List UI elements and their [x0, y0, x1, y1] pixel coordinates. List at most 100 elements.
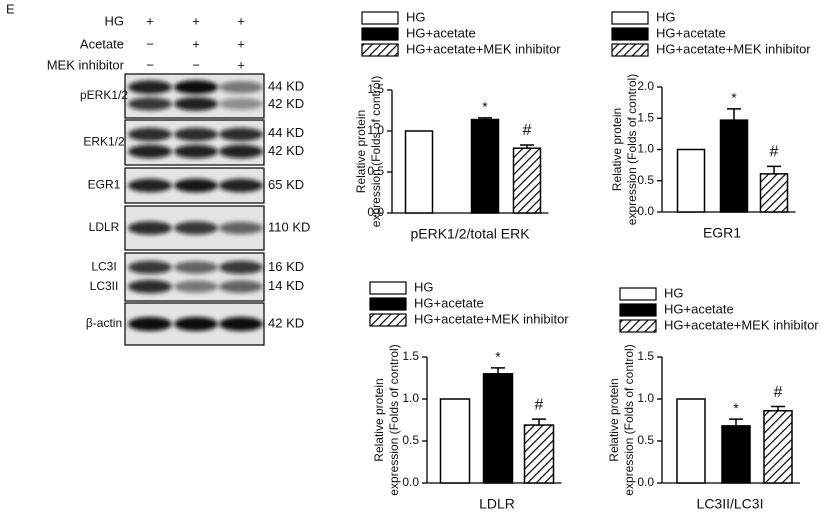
- significance-mark: #: [523, 122, 532, 139]
- treatment-sign: −: [146, 36, 154, 51]
- y-tick-label: 1.5: [402, 349, 419, 363]
- bar: [676, 398, 706, 484]
- blot-band: [128, 317, 172, 331]
- treatment-sign: +: [237, 36, 245, 51]
- legend-label: HG+acetate: [656, 25, 726, 40]
- legend-swatch: [361, 43, 399, 57]
- x-axis-label: LDLR: [479, 496, 515, 512]
- panel-label: E: [6, 1, 15, 16]
- y-axis-label: Relative protein: [610, 108, 624, 191]
- row-label: β-actin: [86, 316, 122, 330]
- legend-label: HG: [406, 9, 426, 24]
- bar: [759, 173, 789, 213]
- x-axis-label: LC3II/LC3I: [697, 496, 764, 512]
- bar: [439, 398, 471, 484]
- bar: [482, 373, 514, 484]
- bar: [721, 425, 751, 484]
- bar: [470, 118, 500, 214]
- x-axis-label: pERK1/2/total ERK: [410, 226, 530, 242]
- size-label: 44 KD: [268, 79, 304, 94]
- treatment-sign: −: [146, 57, 154, 72]
- y-axis-label: expression (Folds of control): [387, 344, 401, 495]
- y-tick-label: 1.5: [637, 349, 654, 363]
- blot-band: [219, 280, 263, 293]
- bar: [676, 148, 706, 213]
- y-axis-label: expression (Folds of control): [625, 74, 639, 225]
- significance-mark: *: [482, 99, 488, 115]
- error-bar: [727, 108, 741, 121]
- y-tick-label: 0.5: [402, 433, 419, 447]
- treatment-sign: +: [192, 13, 200, 28]
- error-bar: [491, 367, 505, 374]
- y-tick-label: 0.0: [402, 475, 419, 489]
- legend-swatch: [369, 297, 407, 311]
- y-tick-label: 1.0: [367, 123, 384, 137]
- blot-band: [128, 260, 172, 274]
- blot-band: [128, 178, 172, 193]
- y-axis-label: Relative protein: [607, 378, 621, 461]
- legend-swatch: [369, 313, 407, 327]
- legend-swatch: [619, 303, 657, 317]
- size-label: 42 KD: [268, 143, 304, 158]
- size-label: 16 KD: [268, 259, 304, 274]
- treatment-label: HG: [105, 13, 125, 28]
- blot-band: [174, 97, 218, 111]
- size-label: 14 KD: [268, 278, 304, 293]
- size-label: 44 KD: [268, 125, 304, 140]
- y-axis-label: Relative protein: [372, 378, 386, 461]
- error-bar: [767, 165, 781, 174]
- blot-band: [174, 127, 218, 142]
- legend-label: HG: [664, 285, 684, 300]
- blot-band: [174, 280, 218, 293]
- blot-band: [128, 221, 172, 235]
- legend-swatch: [611, 11, 649, 25]
- treatment-sign: −: [192, 57, 200, 72]
- y-axis-label: expression (Folds of control): [369, 76, 383, 227]
- legend-label: HG: [656, 9, 676, 24]
- treatment-sign: +: [237, 13, 245, 28]
- row-label: LC3I: [91, 260, 116, 274]
- legend-label: HG+acetate+MEK inhibitor: [414, 311, 569, 326]
- legend-swatch: [619, 319, 657, 333]
- error-bar: [771, 405, 785, 411]
- y-tick-label: 1.5: [637, 110, 654, 124]
- legend-swatch: [361, 11, 399, 25]
- legend-swatch: [619, 287, 657, 301]
- x-axis-label: EGR1: [703, 225, 741, 241]
- y-tick-label: 0.5: [637, 173, 654, 187]
- blot-band: [219, 127, 263, 142]
- blot-band: [219, 178, 263, 193]
- y-tick-label: 1.0: [637, 142, 654, 156]
- row-label: LDLR: [89, 220, 120, 234]
- bar: [512, 147, 542, 214]
- bar: [763, 410, 793, 484]
- blot-band: [174, 221, 218, 235]
- legend-label: HG+acetate+MEK inhibitor: [406, 41, 561, 56]
- legend-swatch: [361, 27, 399, 41]
- treatment-label: Acetate: [80, 36, 124, 51]
- legend-label: HG+acetate+MEK inhibitor: [664, 317, 819, 332]
- blot-band: [174, 80, 218, 95]
- row-label: pERK1/2: [80, 88, 128, 102]
- size-label: 42 KD: [268, 315, 304, 330]
- blot-band: [174, 261, 218, 274]
- treatment-sign: +: [146, 13, 154, 28]
- row-label: EGR1: [88, 178, 121, 192]
- bar: [719, 119, 749, 213]
- row-label: LC3II: [90, 279, 119, 293]
- y-axis-label: Relative protein: [354, 110, 368, 193]
- y-tick-label: 0.5: [367, 164, 384, 178]
- legend-swatch: [369, 281, 407, 295]
- error-bar: [520, 144, 534, 149]
- y-tick-label: 0.5: [637, 433, 654, 447]
- size-label: 110 KD: [268, 219, 310, 234]
- error-bar: [729, 418, 743, 426]
- treatment-label: MEK inhibitor: [47, 57, 125, 72]
- blot-band: [174, 317, 218, 331]
- significance-mark: #: [535, 396, 544, 413]
- blot-band: [219, 81, 263, 94]
- legend-label: HG+acetate: [406, 25, 476, 40]
- blot-band: [128, 97, 172, 111]
- blot-band: [219, 144, 263, 159]
